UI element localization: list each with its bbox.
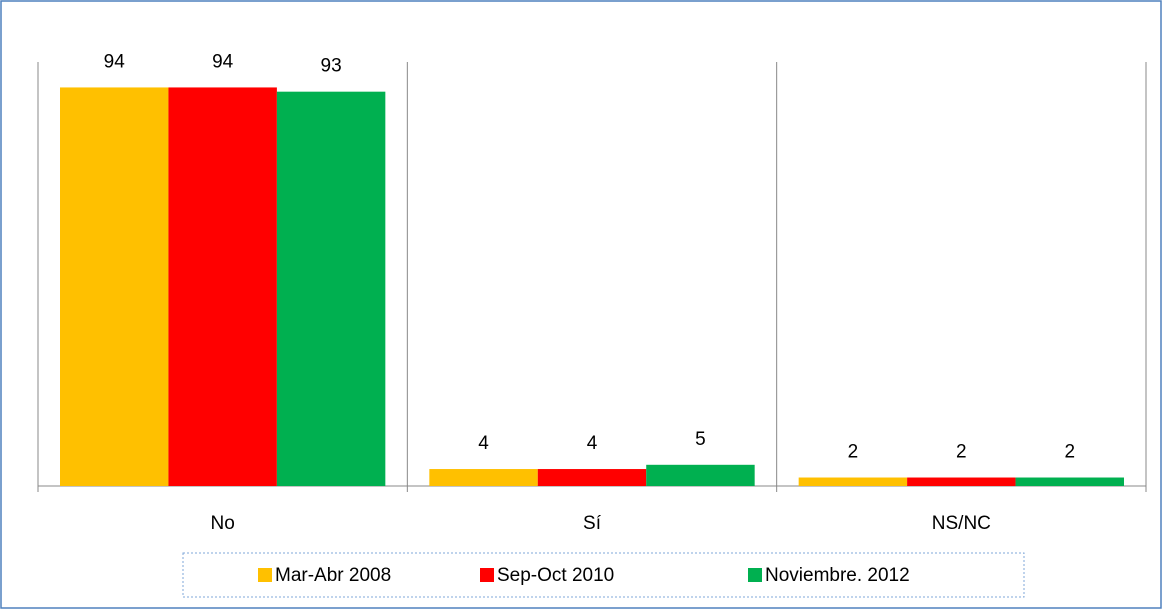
legend-swatch <box>258 568 272 582</box>
bar <box>907 477 1016 486</box>
bar <box>168 87 277 486</box>
data-label: 2 <box>848 442 859 463</box>
data-label: 93 <box>321 56 342 77</box>
legend-label: Sep-Oct 2010 <box>497 565 614 586</box>
data-label: 2 <box>956 442 967 463</box>
data-label: 94 <box>212 51 234 72</box>
x-tick-label: Sí <box>583 513 602 534</box>
bar <box>429 469 538 486</box>
legend-label: Mar-Abr 2008 <box>275 565 391 586</box>
legend-swatch <box>480 568 494 582</box>
data-label: 5 <box>695 429 706 450</box>
legend-label: Noviembre. 2012 <box>765 565 910 586</box>
data-label: 2 <box>1064 442 1075 463</box>
x-tick-label: NS/NC <box>932 513 991 534</box>
bar <box>537 469 647 486</box>
legend-swatch <box>748 568 762 582</box>
bar <box>276 91 386 487</box>
legend-box <box>182 552 1025 598</box>
x-tick-label: No <box>211 513 235 534</box>
data-label: 4 <box>478 433 489 454</box>
bar <box>60 87 169 486</box>
bar <box>1015 477 1124 486</box>
bar <box>798 477 908 486</box>
bar <box>646 464 755 486</box>
data-label: 4 <box>587 433 598 454</box>
data-label: 94 <box>104 51 126 72</box>
